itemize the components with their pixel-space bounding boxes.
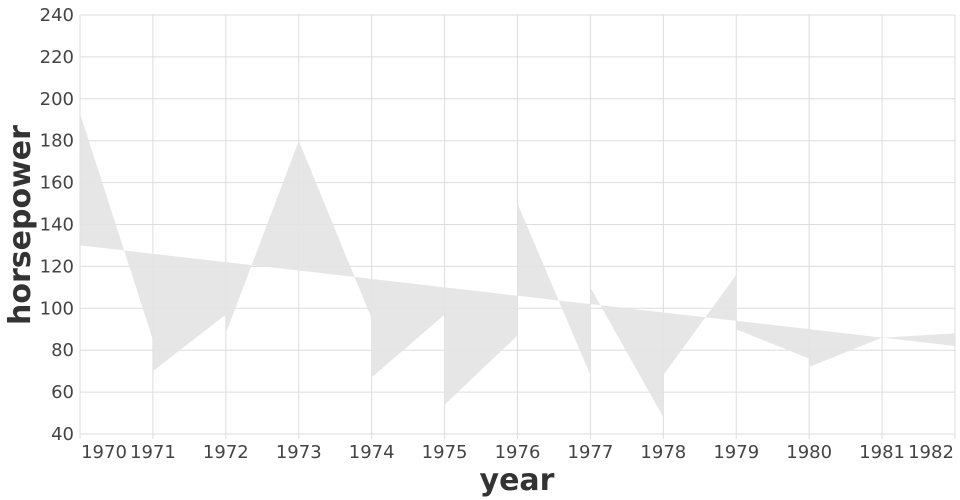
x-tick-label: 1980 (786, 442, 832, 463)
x-tick-label: 1974 (349, 442, 395, 463)
y-tick-label: 220 (40, 47, 74, 68)
y-tick-label: 200 (40, 89, 74, 110)
y-tick-label: 60 (51, 382, 74, 403)
y-tick-label: 140 (40, 215, 74, 236)
y-tick-label: 180 (40, 131, 74, 152)
y-tick-label: 40 (51, 424, 74, 445)
y-axis-title: horsepower (3, 125, 38, 325)
y-tick-label: 80 (51, 340, 74, 361)
x-tick-label: 1975 (422, 442, 468, 463)
x-tick-label: 1977 (568, 442, 614, 463)
x-tick-label: 1973 (276, 442, 322, 463)
x-tick-label: 1979 (713, 442, 759, 463)
y-tick-label: 120 (40, 256, 74, 277)
x-axis-title: year (480, 463, 555, 498)
x-tick-label: 1972 (203, 442, 249, 463)
y-tick-label: 240 (40, 5, 74, 26)
x-tick-label: 1981 (859, 442, 905, 463)
x-tick-label: 1971 (130, 442, 176, 463)
x-tick-label: 1982 (908, 442, 954, 463)
x-tick-label: 1978 (640, 442, 686, 463)
x-tick-label: 1970 (81, 442, 127, 463)
y-tick-label: 100 (40, 298, 74, 319)
area-band (80, 113, 955, 418)
x-tick-label: 1976 (495, 442, 541, 463)
y-tick-label: 160 (40, 173, 74, 194)
